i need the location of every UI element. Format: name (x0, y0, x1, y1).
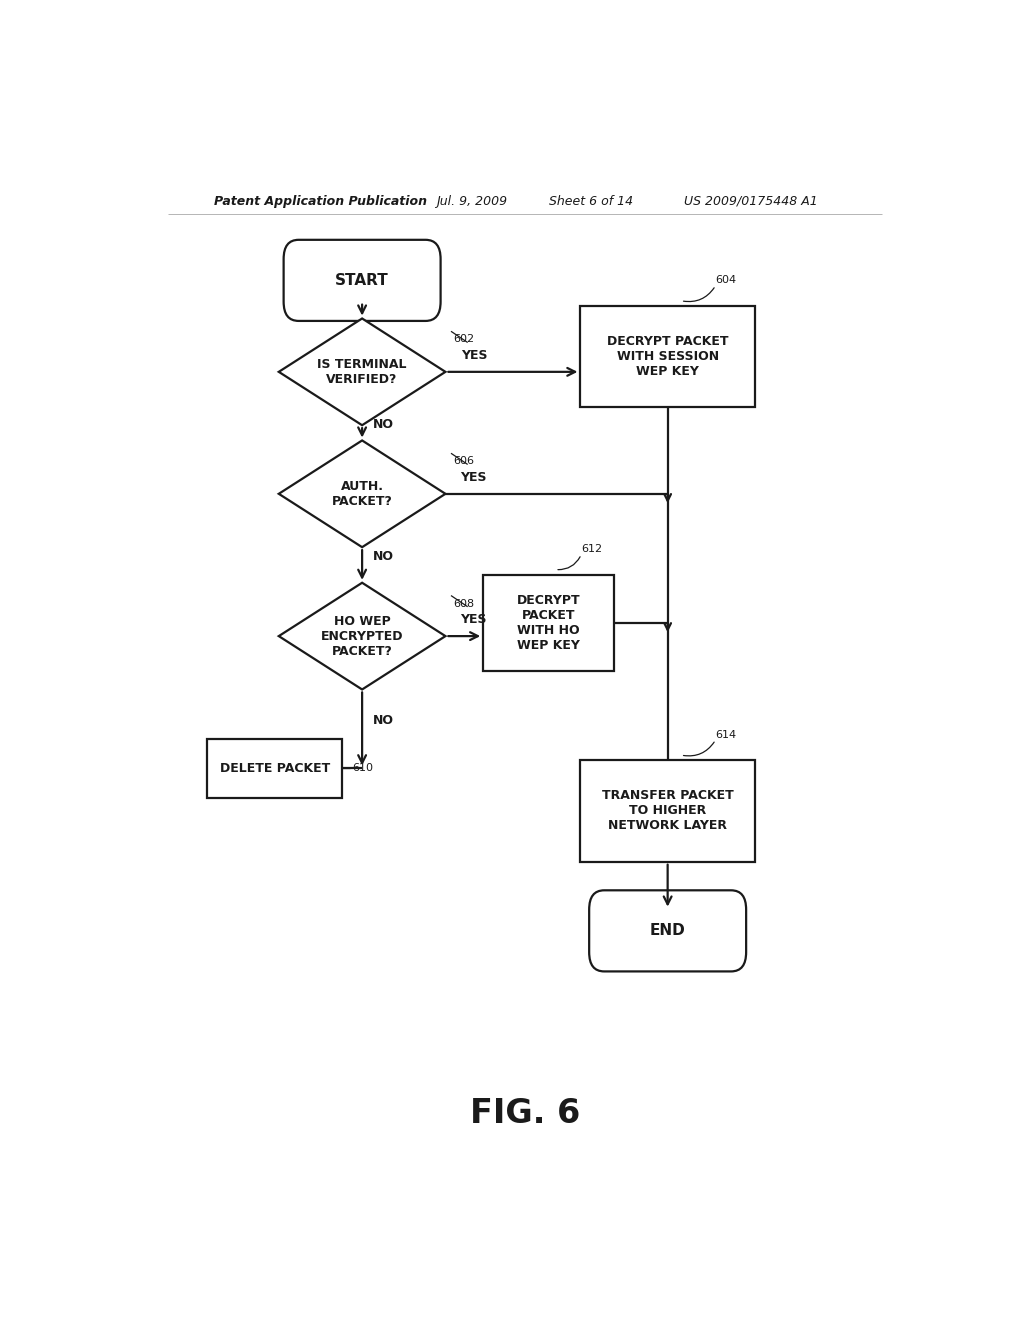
Polygon shape (279, 441, 445, 548)
Text: 610: 610 (352, 763, 373, 774)
Text: NO: NO (373, 714, 394, 727)
Text: DELETE PACKET: DELETE PACKET (220, 762, 330, 775)
Text: NO: NO (373, 417, 394, 430)
Text: HO WEP
ENCRYPTED
PACKET?: HO WEP ENCRYPTED PACKET? (321, 615, 403, 657)
Text: Sheet 6 of 14: Sheet 6 of 14 (549, 194, 633, 207)
Bar (207, 739, 342, 797)
Bar (581, 306, 755, 408)
FancyBboxPatch shape (284, 240, 440, 321)
Text: 608: 608 (454, 599, 474, 609)
Text: 614: 614 (716, 730, 737, 739)
Polygon shape (279, 582, 445, 689)
Text: 606: 606 (454, 457, 474, 466)
Bar (483, 574, 614, 671)
Text: Jul. 9, 2009: Jul. 9, 2009 (436, 194, 507, 207)
Text: AUTH.
PACKET?: AUTH. PACKET? (332, 479, 392, 508)
Text: 612: 612 (582, 544, 602, 554)
Text: YES: YES (461, 348, 487, 362)
Text: TRANSFER PACKET
TO HIGHER
NETWORK LAYER: TRANSFER PACKET TO HIGHER NETWORK LAYER (602, 789, 733, 833)
FancyBboxPatch shape (589, 890, 746, 972)
Text: Patent Application Publication: Patent Application Publication (214, 194, 427, 207)
Text: NO: NO (373, 550, 394, 562)
Text: US 2009/0175448 A1: US 2009/0175448 A1 (684, 194, 817, 207)
Polygon shape (279, 318, 445, 425)
Bar (581, 760, 755, 862)
Text: END: END (650, 924, 685, 939)
Text: START: START (335, 273, 389, 288)
Text: FIG. 6: FIG. 6 (470, 1097, 580, 1130)
Text: YES: YES (460, 612, 486, 626)
Text: YES: YES (460, 471, 486, 483)
Text: 604: 604 (716, 276, 737, 285)
Text: IS TERMINAL
VERIFIED?: IS TERMINAL VERIFIED? (317, 358, 407, 385)
Text: DECRYPT
PACKET
WITH HO
WEP KEY: DECRYPT PACKET WITH HO WEP KEY (517, 594, 581, 652)
Text: 602: 602 (454, 334, 474, 345)
Text: DECRYPT PACKET
WITH SESSION
WEP KEY: DECRYPT PACKET WITH SESSION WEP KEY (607, 335, 728, 378)
